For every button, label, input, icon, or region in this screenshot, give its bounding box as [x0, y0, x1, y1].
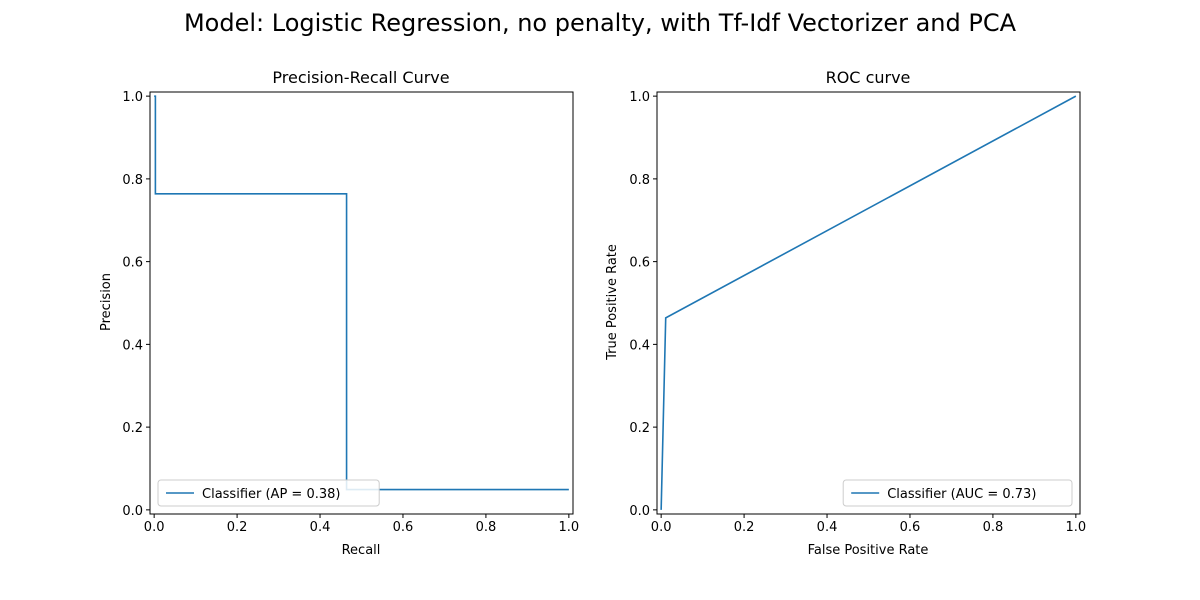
- x-tick-label: 0.8: [983, 520, 1004, 535]
- y-tick-label: 0.4: [629, 338, 650, 353]
- x-tick-label: 0.4: [817, 520, 838, 535]
- y-axis-label: True Positive Rate: [605, 244, 620, 361]
- y-tick-label: 1.0: [629, 90, 650, 105]
- series-line: [660, 95, 1077, 510]
- x-tick-label: 0.4: [310, 520, 331, 535]
- chart-title: Precision-Recall Curve: [272, 68, 449, 87]
- y-tick-label: 0.0: [122, 504, 143, 519]
- legend-label: Classifier (AP = 0.38): [202, 487, 340, 502]
- x-tick-label: 1.0: [559, 520, 580, 535]
- series-line: [154, 95, 569, 491]
- y-tick-label: 0.6: [122, 256, 143, 271]
- x-tick-label: 1.0: [1066, 520, 1087, 535]
- y-tick-label: 0.4: [122, 338, 143, 353]
- y-tick-label: 1.0: [122, 90, 143, 105]
- y-tick-label: 0.0: [629, 504, 650, 519]
- x-tick-label: 0.6: [393, 520, 414, 535]
- y-tick-label: 0.8: [122, 173, 143, 188]
- x-tick-label: 0.2: [227, 520, 248, 535]
- x-tick-label: 0.0: [144, 520, 165, 535]
- y-tick-label: 0.2: [122, 421, 143, 436]
- legend-label: Classifier (AUC = 0.73): [887, 487, 1036, 502]
- y-axis-label: Precision: [99, 273, 114, 331]
- legend-box: [842, 479, 1073, 507]
- precision-recall-chart: Precision-Recall Curve Recall Precision …: [99, 68, 579, 558]
- y-tick-label: 0.2: [629, 421, 650, 436]
- x-axis-label: False Positive Rate: [808, 543, 929, 558]
- legend-box: [157, 479, 380, 507]
- chart-title: ROC curve: [826, 68, 911, 87]
- plot-frame: [149, 91, 574, 515]
- x-tick-label: 0.8: [476, 520, 497, 535]
- x-tick-label: 0.2: [734, 520, 755, 535]
- y-tick-label: 0.8: [629, 173, 650, 188]
- roc-chart: ROC curve False Positive Rate True Posit…: [605, 68, 1086, 558]
- x-axis-label: Recall: [342, 543, 381, 558]
- y-tick-label: 0.6: [629, 256, 650, 271]
- figure-title: Model: Logistic Regression, no penalty, …: [184, 9, 1017, 37]
- x-tick-label: 0.6: [900, 520, 921, 535]
- x-tick-label: 0.0: [651, 520, 672, 535]
- plot-frame: [656, 91, 1081, 515]
